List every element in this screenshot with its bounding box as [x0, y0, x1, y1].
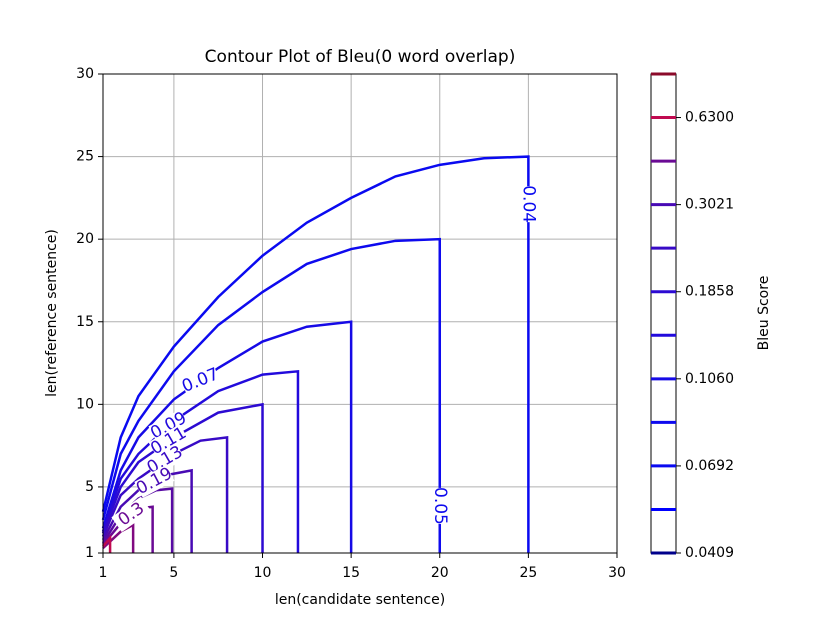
y-tick-label: 10 [76, 396, 94, 412]
contour-label-bg [430, 487, 449, 524]
plot-frame [102, 73, 618, 554]
contour-label-group: 0.05 [430, 487, 450, 525]
x-tick-label: 15 [342, 565, 360, 581]
colorbar-tick-label: 0.0409 [685, 545, 734, 561]
y-tick-label: 15 [76, 314, 94, 330]
x-tick-label: 20 [431, 565, 449, 581]
colorbar-frame [650, 73, 677, 554]
contour-line [101, 369, 300, 553]
contour-label-bg [148, 424, 189, 458]
colorbar-tick-label: 0.1060 [685, 371, 734, 387]
chart-title: Contour Plot of Bleu(0 word overlap) [205, 47, 516, 67]
x-tick-label: 10 [254, 565, 272, 581]
contour-label-bg [519, 186, 538, 223]
contour-label: 0.05 [430, 487, 450, 525]
x-tick-label: 5 [169, 565, 178, 581]
contour-line [101, 155, 530, 553]
x-tick-label: 30 [608, 565, 626, 581]
contour-line [101, 237, 442, 553]
colorbar-tick-label: 0.6300 [685, 110, 734, 126]
y-tick-label: 20 [76, 231, 94, 247]
contour-label-bg [111, 496, 152, 533]
contour-label-bg [148, 409, 189, 443]
colorbar-tick-label: 0.0692 [685, 458, 734, 474]
contour-label-bg [180, 365, 221, 396]
x-tick-label: 25 [519, 565, 537, 581]
y-tick-label: 30 [76, 66, 94, 82]
y-tick-label: 25 [76, 149, 94, 165]
y-tick-label: 1 [85, 545, 94, 561]
colorbar-label: Bleu Score [756, 276, 772, 351]
y-tick-label: 5 [85, 479, 94, 495]
contour-label-bg [134, 464, 175, 498]
colorbar-tick-label: 0.3021 [685, 197, 734, 213]
contour-label-group: 0.04 [518, 185, 538, 223]
x-axis-label: len(candidate sentence) [275, 592, 445, 608]
contour-label: 0.04 [518, 185, 538, 223]
colorbar-tick-label: 0.1858 [685, 284, 734, 300]
contour-label-bg [144, 443, 186, 477]
contour-line [102, 534, 112, 553]
x-tick-label: 1 [99, 565, 108, 581]
contour-line [101, 320, 353, 553]
y-axis-label: len(reference sentence) [44, 229, 60, 397]
